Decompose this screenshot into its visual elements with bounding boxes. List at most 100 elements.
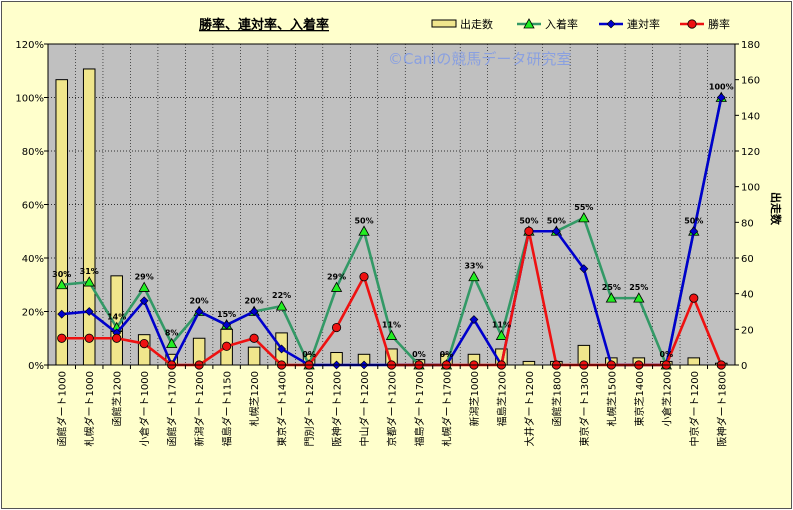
point-circle bbox=[139, 338, 149, 349]
y-tick-label: 120% bbox=[15, 40, 44, 51]
category-label: 新潟ダート1200 bbox=[193, 371, 206, 446]
y2-tick-label: 80 bbox=[741, 218, 754, 229]
y2-tick-label: 100 bbox=[741, 183, 760, 194]
category-label: 函館ダート1000 bbox=[56, 371, 69, 446]
data-label: 29% bbox=[135, 272, 154, 281]
y2-tick-label: 0 bbox=[741, 361, 747, 372]
point-triangle bbox=[578, 212, 590, 223]
category-label: 中京ダート1200 bbox=[688, 371, 701, 446]
point-triangle bbox=[523, 18, 535, 29]
point-triangle bbox=[633, 292, 645, 303]
legend-label: 連対率 bbox=[627, 17, 660, 31]
point-circle bbox=[359, 272, 369, 282]
category-label: 札幌ダート1000 bbox=[83, 371, 96, 446]
data-label: 0% bbox=[660, 350, 674, 359]
data-label: 25% bbox=[602, 283, 621, 292]
point-diamond bbox=[277, 344, 287, 354]
y2-tick-label: 140 bbox=[741, 111, 760, 122]
category-label: 福島ダート1700 bbox=[413, 371, 426, 446]
legend-label: 入着率 bbox=[545, 17, 578, 31]
point-triangle bbox=[275, 300, 288, 311]
bar bbox=[687, 357, 701, 366]
y-tick-label: 40% bbox=[22, 254, 44, 265]
point-triangle bbox=[165, 337, 178, 349]
category-label: 札幌芝1500 bbox=[605, 371, 618, 426]
point-circle bbox=[524, 226, 534, 236]
point-triangle bbox=[358, 225, 370, 236]
bar bbox=[247, 346, 261, 366]
legend: 出走数 入着率 連対率 勝率 bbox=[431, 17, 730, 31]
point-circle bbox=[249, 333, 259, 343]
bar bbox=[522, 360, 536, 366]
y2-tick-label: 20 bbox=[741, 325, 754, 336]
data-label: 0% bbox=[440, 350, 454, 359]
data-label: 29% bbox=[327, 272, 346, 281]
y-tick-label: 80% bbox=[22, 147, 44, 158]
point-triangle bbox=[56, 278, 68, 290]
point-triangle bbox=[83, 276, 95, 287]
category-label: 中山ダート1200 bbox=[358, 371, 371, 446]
data-label: 33% bbox=[464, 262, 483, 271]
point-diamond bbox=[84, 307, 94, 316]
point-diamond bbox=[469, 315, 479, 324]
point-triangle bbox=[330, 281, 343, 292]
point-diamond bbox=[551, 226, 561, 236]
y2-tick-label: 40 bbox=[741, 290, 754, 301]
data-label: 22% bbox=[272, 291, 291, 300]
data-labels: 30% 31% 14% 29% 8% 20% 15% 20% 22% 0% 29% 50% 11% 0% 0… bbox=[52, 83, 733, 360]
chart-title: 勝率、連対率、入着率 bbox=[199, 17, 329, 33]
point-circle bbox=[84, 333, 94, 343]
data-label: 20% bbox=[190, 297, 209, 306]
point-diamond bbox=[194, 307, 204, 316]
data-label: 55% bbox=[574, 203, 593, 212]
category-label: 東京芝1400 bbox=[633, 371, 646, 426]
point-diamond bbox=[689, 226, 699, 236]
category-label: 東京ダート1300 bbox=[578, 371, 591, 446]
category-label: 福島芝1200 bbox=[495, 371, 508, 426]
legend-label: 勝率 bbox=[708, 17, 730, 31]
data-label: 0% bbox=[412, 350, 426, 359]
data-label: 8% bbox=[165, 329, 179, 338]
y2-tick-label: 60 bbox=[741, 254, 754, 265]
category-label: 福島ダート1150 bbox=[221, 371, 234, 446]
watermark: ©Caniの競馬データ研究室 bbox=[388, 50, 571, 68]
category-label: 札幌芝1200 bbox=[248, 371, 261, 426]
point-triangle bbox=[468, 270, 480, 282]
axes: 0% 20% 40% 60% 80% 100% 120% 0 20 40 60 80 100 120 140… bbox=[15, 40, 760, 446]
category-label: 東京ダート1400 bbox=[276, 371, 289, 446]
point-circle bbox=[331, 322, 342, 333]
point-diamond bbox=[606, 19, 616, 29]
y-tick-label: 60% bbox=[22, 201, 44, 212]
data-label: 50% bbox=[684, 216, 703, 225]
point-circle bbox=[689, 293, 699, 303]
data-label: 15% bbox=[217, 310, 236, 319]
legend-label: 出走数 bbox=[460, 17, 493, 31]
data-label: 31% bbox=[80, 267, 99, 276]
y-tick-label: 100% bbox=[15, 94, 44, 105]
y2-axis-label: 出走数 bbox=[769, 192, 783, 226]
point-diamond bbox=[222, 320, 232, 330]
point-circle bbox=[112, 333, 122, 343]
category-label: 京都ダート1200 bbox=[386, 371, 399, 446]
data-label: 50% bbox=[519, 216, 538, 225]
category-label: 函館芝1800 bbox=[550, 371, 563, 426]
category-label: 阪神ダート1200 bbox=[331, 371, 344, 446]
category-label: 小倉ダート1000 bbox=[138, 371, 151, 446]
category-label: 新潟芝1000 bbox=[468, 371, 481, 426]
legend-swatch-bar bbox=[431, 19, 457, 28]
y2-tick-label: 120 bbox=[741, 147, 760, 158]
point-circle bbox=[687, 19, 697, 29]
category-label: 札幌ダート1700 bbox=[440, 371, 453, 446]
data-label: 11% bbox=[382, 321, 401, 330]
point-diamond bbox=[249, 307, 259, 316]
data-label: 100% bbox=[709, 83, 734, 92]
y-tick-label: 0% bbox=[28, 361, 44, 372]
data-label: 11% bbox=[492, 321, 511, 330]
data-label: 50% bbox=[354, 216, 373, 225]
data-label: 14% bbox=[107, 313, 126, 322]
bar bbox=[82, 68, 96, 366]
data-label: 25% bbox=[629, 283, 648, 292]
bar bbox=[55, 79, 69, 366]
